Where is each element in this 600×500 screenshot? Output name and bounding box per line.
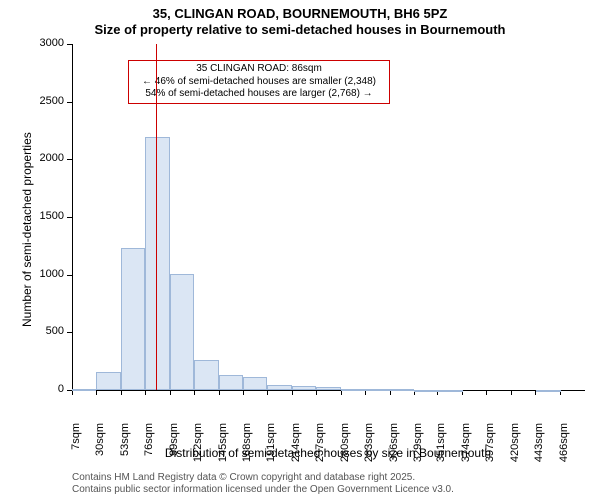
y-tick-mark — [67, 275, 72, 276]
y-tick-label: 500 — [30, 325, 64, 337]
histogram-bar — [267, 385, 291, 390]
x-tick-mark — [145, 390, 146, 395]
x-tick-mark — [292, 390, 293, 395]
x-tick-label: 237sqm — [314, 423, 326, 467]
chart-title-line2: Size of property relative to semi-detach… — [0, 22, 600, 37]
x-tick-label: 53sqm — [119, 423, 131, 467]
marker-line — [156, 44, 157, 390]
x-tick-label: 30sqm — [94, 423, 106, 467]
x-tick-label: 329sqm — [412, 423, 424, 467]
y-tick-label: 1000 — [30, 268, 64, 280]
x-tick-mark — [243, 390, 244, 395]
y-tick-label: 1500 — [30, 210, 64, 222]
x-tick-label: 351sqm — [435, 423, 447, 467]
histogram-bar — [438, 390, 462, 392]
chart-title-line1: 35, CLINGAN ROAD, BOURNEMOUTH, BH6 5PZ — [0, 6, 600, 21]
y-tick-label: 2000 — [30, 152, 64, 164]
histogram-bar — [292, 386, 316, 390]
histogram-bar — [341, 389, 365, 391]
annotation-line-3: 54% of semi-detached houses are larger (… — [133, 88, 385, 101]
y-tick-label: 2500 — [30, 95, 64, 107]
y-tick-label: 0 — [30, 383, 64, 395]
chart-container: 35, CLINGAN ROAD, BOURNEMOUTH, BH6 5PZ S… — [0, 0, 600, 500]
histogram-bar — [96, 372, 120, 390]
x-tick-label: 466sqm — [558, 423, 570, 467]
histogram-bar — [414, 390, 438, 392]
histogram-bar — [243, 377, 267, 390]
x-tick-mark — [511, 390, 512, 395]
x-tick-mark — [96, 390, 97, 395]
annotation-box: 35 CLINGAN ROAD: 86sqm ← 46% of semi-det… — [128, 60, 390, 104]
x-tick-label: 7sqm — [70, 423, 82, 467]
x-tick-mark — [267, 390, 268, 395]
y-tick-mark — [67, 44, 72, 45]
footer-line-2: Contains public sector information licen… — [72, 484, 454, 496]
histogram-bar — [390, 389, 414, 391]
x-tick-label: 145sqm — [217, 423, 229, 467]
x-tick-label: 76sqm — [143, 423, 155, 467]
x-tick-label: 99sqm — [168, 423, 180, 467]
histogram-bar — [145, 137, 169, 390]
x-tick-label: 420sqm — [509, 423, 521, 467]
x-tick-label: 191sqm — [265, 423, 277, 467]
x-tick-label: 374sqm — [460, 423, 472, 467]
x-tick-mark — [121, 390, 122, 395]
histogram-bar — [121, 248, 145, 390]
histogram-bar — [365, 389, 389, 391]
x-tick-mark — [486, 390, 487, 395]
histogram-bar — [170, 274, 194, 390]
x-tick-mark — [170, 390, 171, 395]
annotation-line-2: ← 46% of semi-detached houses are smalle… — [133, 76, 385, 89]
x-tick-label: 283sqm — [363, 423, 375, 467]
x-tick-label: 397sqm — [484, 423, 496, 467]
y-tick-mark — [67, 159, 72, 160]
x-tick-label: 306sqm — [388, 423, 400, 467]
x-tick-label: 214sqm — [290, 423, 302, 467]
x-tick-mark — [194, 390, 195, 395]
y-tick-mark — [67, 102, 72, 103]
x-tick-label: 168sqm — [241, 423, 253, 467]
footer-line-1: Contains HM Land Registry data © Crown c… — [72, 472, 454, 484]
histogram-bar — [219, 375, 243, 390]
footer-attribution: Contains HM Land Registry data © Crown c… — [72, 472, 454, 496]
y-tick-mark — [67, 332, 72, 333]
annotation-line-1: 35 CLINGAN ROAD: 86sqm — [133, 63, 385, 76]
x-tick-label: 443sqm — [533, 423, 545, 467]
histogram-bar — [536, 390, 560, 392]
histogram-bar — [194, 360, 218, 390]
x-tick-label: 122sqm — [192, 423, 204, 467]
y-tick-mark — [67, 217, 72, 218]
histogram-bar — [72, 389, 96, 391]
x-tick-mark — [219, 390, 220, 395]
x-tick-mark — [316, 390, 317, 395]
x-tick-label: 260sqm — [339, 423, 351, 467]
histogram-bar — [316, 387, 340, 390]
y-tick-label: 3000 — [30, 37, 64, 49]
